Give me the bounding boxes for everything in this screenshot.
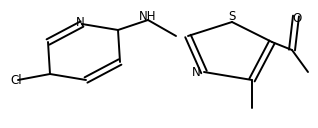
Text: S: S (228, 10, 236, 24)
Text: NH: NH (139, 10, 157, 24)
Text: N: N (192, 66, 200, 78)
Text: O: O (292, 13, 302, 25)
Text: Cl: Cl (10, 73, 22, 87)
Text: N: N (76, 15, 84, 29)
